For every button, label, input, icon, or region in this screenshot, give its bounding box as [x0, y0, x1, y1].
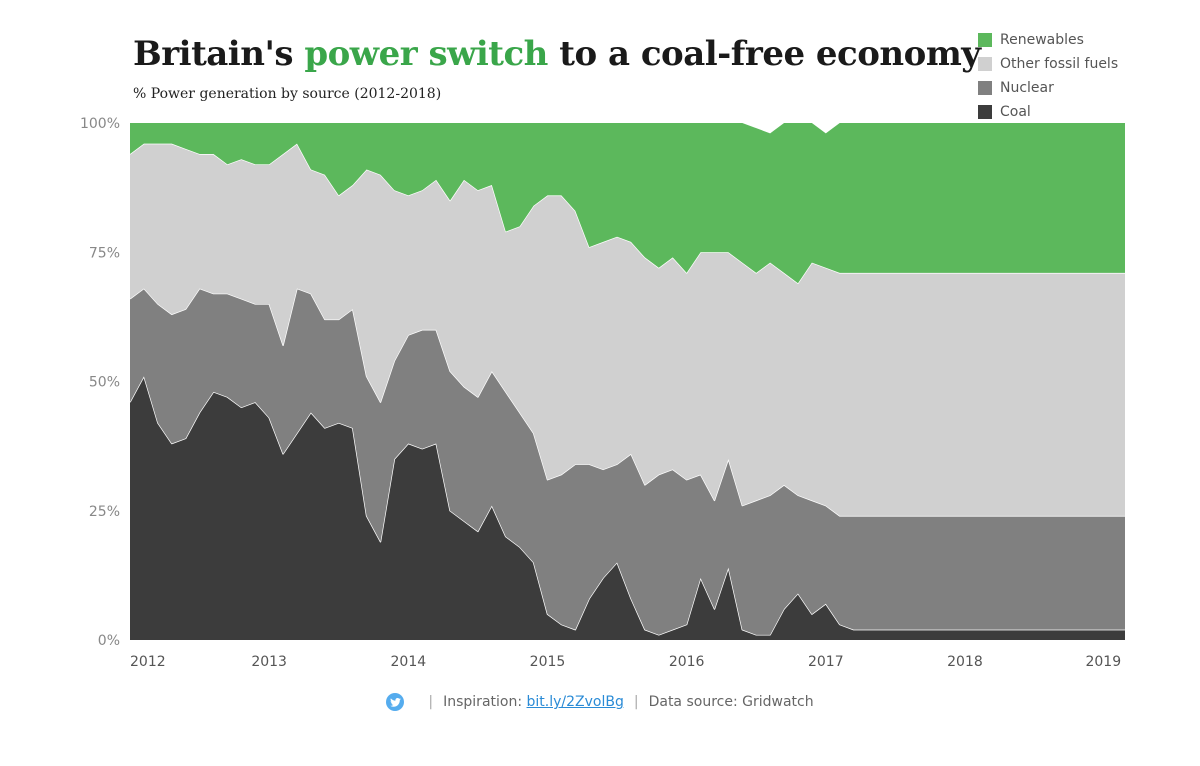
x-tick-label: 2019 — [1085, 654, 1121, 670]
inspiration-label: Inspiration: — [443, 694, 523, 710]
legend-item-nuclear: Nuclear — [978, 76, 1118, 100]
x-tick-label: 2012 — [130, 654, 166, 670]
twitter-bird-icon[interactable] — [386, 693, 405, 711]
inspiration-link[interactable]: bit.ly/2ZvolBg — [526, 694, 624, 710]
chart-title: Britain's power switch to a coal-free ec… — [133, 34, 981, 74]
legend-swatch — [978, 105, 992, 119]
y-tick-label: 100% — [80, 116, 120, 132]
x-tick-label: 2018 — [947, 654, 983, 670]
legend-label: Other fossil fuels — [1000, 56, 1119, 72]
legend-label: Renewables — [1000, 32, 1084, 48]
legend-label: Nuclear — [1000, 80, 1054, 96]
x-tick-label: 2013 — [251, 654, 287, 670]
stacked-area-chart: 0% 25% 50% 75% 100% 2012 2013 2014 2015 2016 2017 2… — [80, 116, 1125, 670]
legend-item-other-fossil-fuels: Other fossil fuels — [978, 52, 1118, 76]
legend-swatch — [978, 57, 992, 71]
x-tick-label: 2016 — [669, 654, 705, 670]
chart-subtitle: % Power generation by source (2012-2018) — [133, 86, 442, 102]
title-prefix: Britain's — [133, 34, 294, 74]
legend-swatch — [978, 33, 992, 47]
legend-label: Coal — [1000, 104, 1031, 120]
legend-item-renewables: Renewables — [978, 28, 1118, 52]
area-renewables — [130, 123, 1125, 284]
y-tick-label: 75% — [89, 245, 120, 261]
title-suffix: to a coal-free economy — [559, 34, 981, 74]
data-source-text: Data source: Gridwatch — [648, 694, 814, 710]
area-coal — [130, 376, 1125, 640]
y-tick-label: 0% — [98, 633, 120, 649]
x-tick-label: 2014 — [391, 654, 427, 670]
x-tick-label: 2015 — [530, 654, 566, 670]
legend-item-coal: Coal — [978, 100, 1118, 124]
legend: Renewables Other fossil fuels Nuclear Coal — [978, 28, 1118, 124]
twitter-bird-glyph — [389, 697, 401, 707]
footer-separator-2: | — [633, 694, 639, 710]
y-tick-label: 25% — [89, 504, 120, 520]
area-other-fossil-fuels — [130, 143, 1125, 516]
footer: | Inspiration: bit.ly/2ZvolBg | Data sou… — [0, 693, 1200, 711]
y-tick-label: 50% — [89, 375, 120, 391]
x-tick-label: 2017 — [808, 654, 844, 670]
title-highlight: power switch — [304, 34, 548, 74]
legend-swatch — [978, 81, 992, 95]
area-nuclear — [130, 288, 1125, 635]
footer-separator-1: | — [428, 694, 434, 710]
